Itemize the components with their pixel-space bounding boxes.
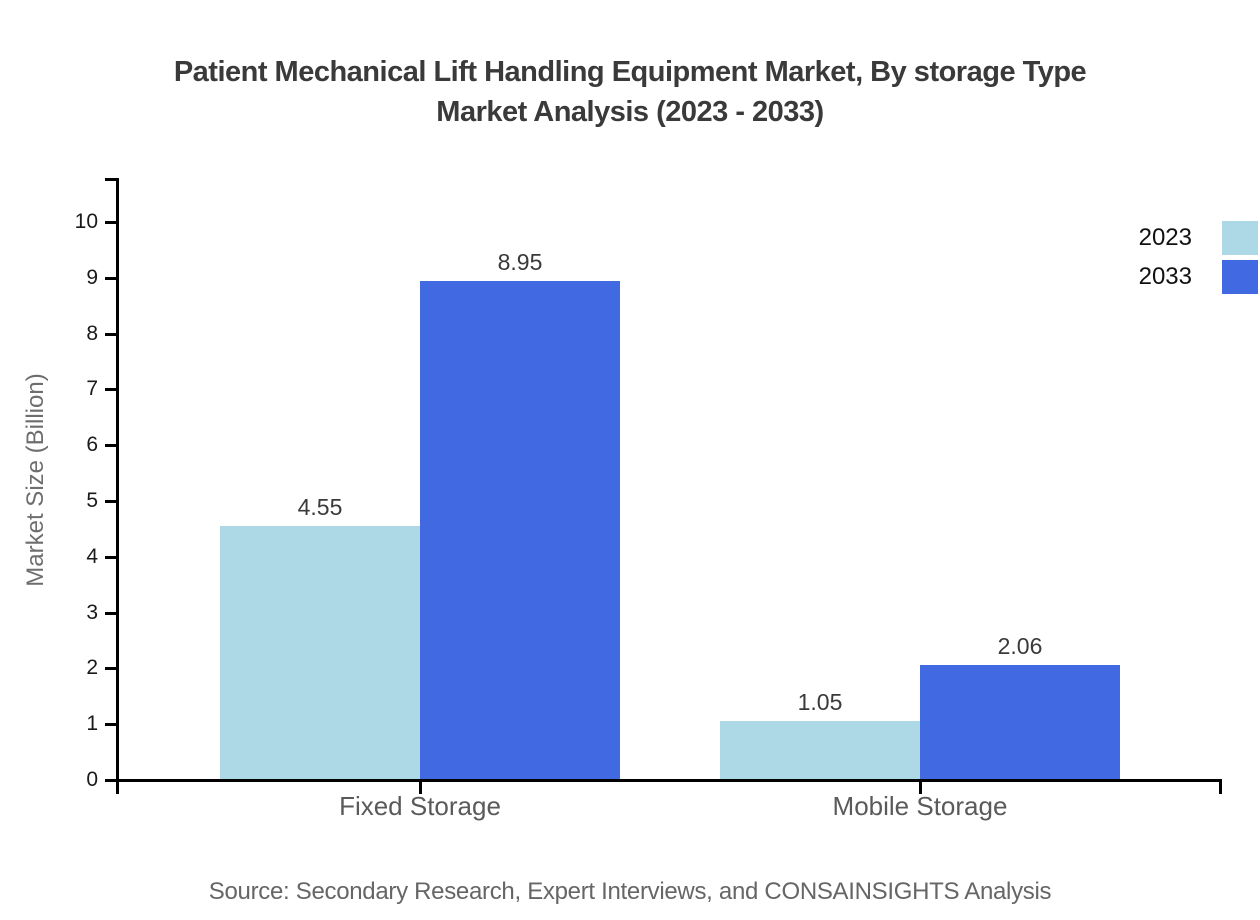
y-axis-endcap-tick bbox=[105, 178, 119, 181]
y-tick-label: 10 bbox=[74, 210, 98, 233]
y-tick bbox=[105, 444, 118, 447]
y-tick-label: 4 bbox=[86, 545, 98, 568]
bar-value-label: 2.06 bbox=[997, 633, 1043, 659]
y-tick bbox=[105, 667, 118, 670]
bar-2023-0 bbox=[220, 526, 420, 780]
bar-value-label: 8.95 bbox=[497, 249, 543, 275]
y-tick-label: 3 bbox=[86, 601, 98, 624]
x-tick bbox=[419, 779, 422, 794]
y-tick-label: 9 bbox=[86, 266, 98, 289]
y-tick-label: 2 bbox=[86, 656, 98, 679]
y-tick-label: 1 bbox=[86, 712, 98, 735]
y-tick bbox=[105, 221, 118, 224]
source-note: Source: Secondary Research, Expert Inter… bbox=[208, 878, 1052, 905]
legend-label: 2033 bbox=[1138, 263, 1192, 290]
y-tick bbox=[105, 500, 118, 503]
y-tick-label: 7 bbox=[86, 377, 98, 400]
legend-row: 2033 bbox=[1139, 260, 1258, 294]
x-axis-spine bbox=[116, 779, 1222, 782]
y-axis-spine bbox=[116, 178, 119, 794]
y-tick bbox=[105, 277, 118, 280]
category-label: Mobile Storage bbox=[832, 791, 1008, 821]
bar-value-label: 1.05 bbox=[797, 689, 843, 715]
chart-title: Patient Mechanical Lift Handling Equipme… bbox=[0, 52, 1260, 132]
y-tick bbox=[105, 333, 118, 336]
y-tick-label: 5 bbox=[86, 489, 98, 512]
bar-value-label: 4.55 bbox=[297, 494, 343, 520]
y-tick bbox=[105, 779, 118, 782]
y-tick bbox=[105, 556, 118, 559]
bar-2033-1 bbox=[920, 665, 1120, 780]
chart-title-line-1: Patient Mechanical Lift Handling Equipme… bbox=[173, 56, 1087, 88]
y-tick bbox=[105, 612, 118, 615]
y-tick bbox=[105, 388, 118, 391]
y-tick-label: 6 bbox=[86, 433, 98, 456]
legend-label: 2023 bbox=[1138, 224, 1192, 251]
category-label: Fixed Storage bbox=[339, 791, 501, 821]
y-tick-label: 0 bbox=[86, 768, 98, 791]
bar-2023-1 bbox=[720, 721, 920, 780]
legend: 2023 2033 bbox=[1139, 221, 1258, 294]
y-tick-label: 8 bbox=[86, 322, 98, 345]
legend-swatch bbox=[1222, 260, 1258, 294]
bar-2033-0 bbox=[420, 281, 620, 780]
x-tick bbox=[919, 779, 922, 794]
legend-row: 2023 bbox=[1139, 221, 1258, 255]
x-axis-endcap-tick bbox=[1219, 779, 1222, 794]
y-tick bbox=[105, 723, 118, 726]
legend-swatch bbox=[1222, 221, 1258, 255]
chart-title-line-2: Market Analysis (2023 - 2033) bbox=[436, 96, 824, 128]
